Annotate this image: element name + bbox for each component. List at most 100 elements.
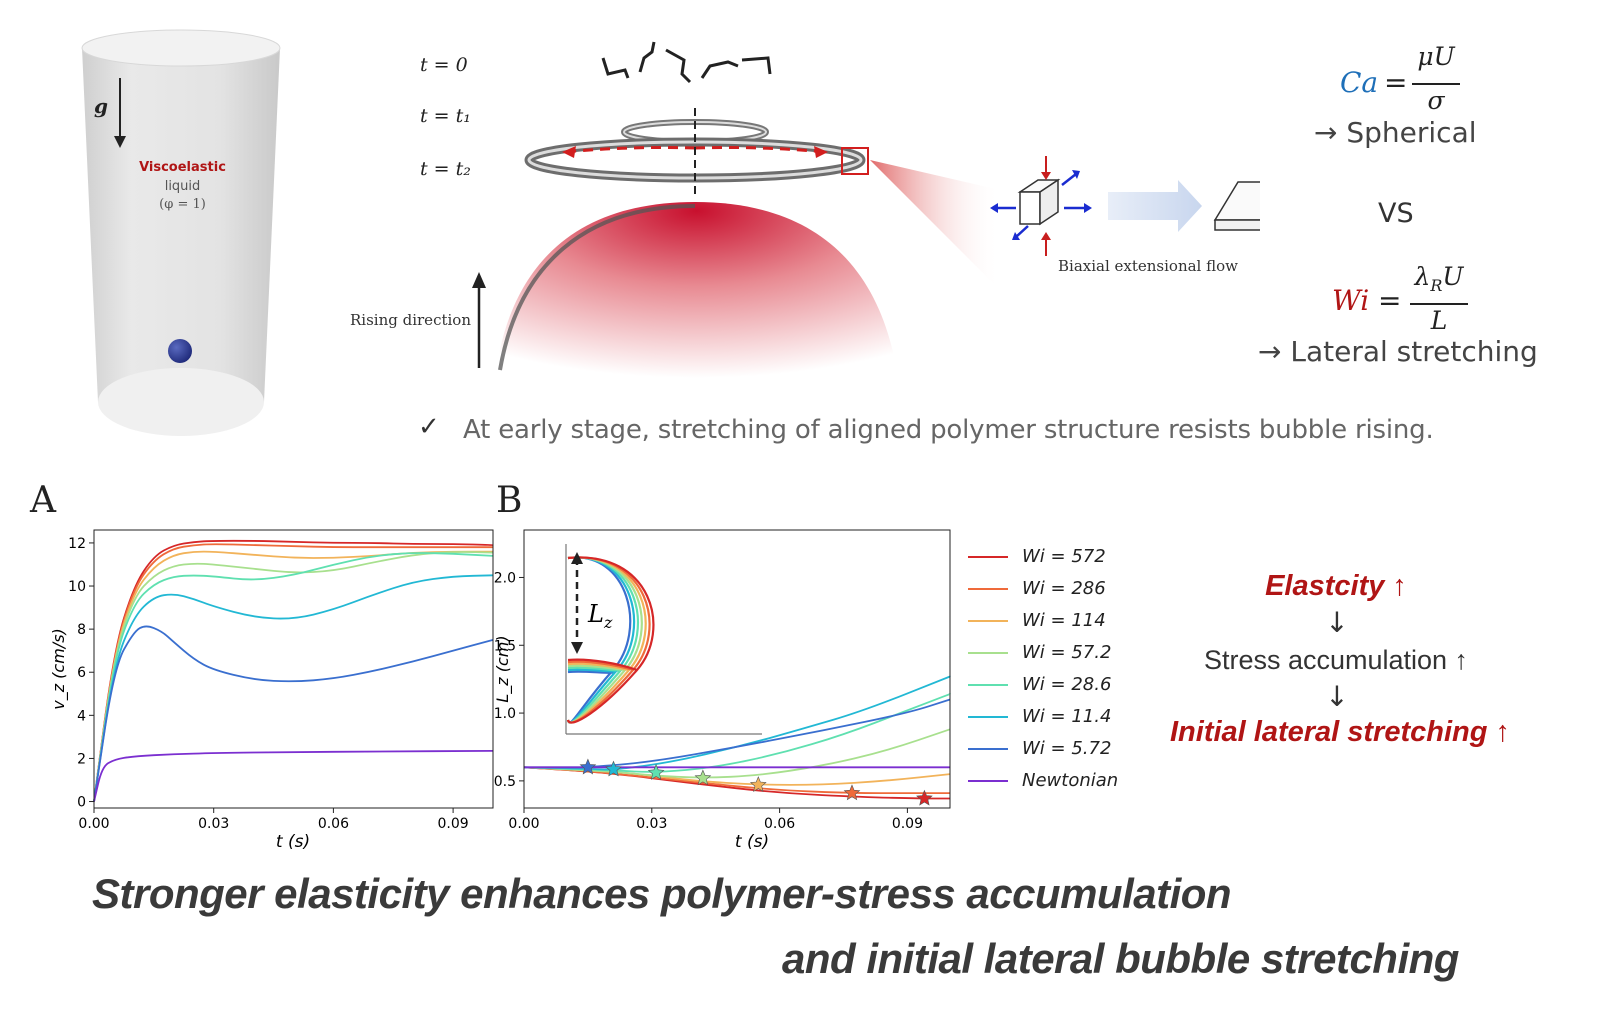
legend-item: Wi = 286 <box>966 576 1146 604</box>
inset-lz-sub: z <box>603 613 613 632</box>
chart-a-ylabel: v_z (cm/s) <box>49 628 69 710</box>
cylinder-illustration <box>81 29 281 436</box>
legend-item: Wi = 5.72 <box>966 736 1146 764</box>
legend-swatch <box>968 780 1008 782</box>
x-tick-label: 0.00 <box>78 816 109 832</box>
series-line-Wi5.72 <box>93 625 494 802</box>
y-tick-label: 1.5 <box>494 638 516 654</box>
inset-lz-label: Lz <box>587 600 613 632</box>
x-tick-label: 0.06 <box>764 816 795 832</box>
y-tick-label: 2.0 <box>494 570 516 586</box>
bubble-sphere <box>168 339 192 363</box>
legend-item: Wi = 28.6 <box>966 672 1146 700</box>
gravity-label: g <box>94 94 108 118</box>
panel-label-b: B <box>496 480 523 521</box>
rising-direction-label: Rising direction <box>350 311 471 329</box>
star-marker-Wi28.6 <box>647 763 665 780</box>
summary-lateral: Initial lateral stretching ↑ <box>1169 716 1511 748</box>
legend-label: Wi = 114 <box>1022 610 1106 631</box>
wi-result: → Lateral stretching <box>1258 335 1538 368</box>
inset-contour-Wi572 <box>566 556 655 724</box>
summary-elasticity: Elastcity ↑ <box>1265 570 1407 602</box>
star-marker-Wi57.2 <box>694 769 712 786</box>
wi-num-tail: U <box>1442 262 1464 291</box>
inset-lip-Wi114 <box>567 662 630 672</box>
legend-swatch <box>968 620 1008 622</box>
chart-b-ylabel: L_z (cm) <box>493 635 513 702</box>
legend-label: Wi = 11.4 <box>1022 706 1112 727</box>
legend-item: Wi = 572 <box>966 544 1146 572</box>
polymer-chains-icon <box>601 41 772 84</box>
x-tick-label: 0.03 <box>636 816 667 832</box>
y-tick-label: 1.0 <box>494 706 516 722</box>
y-tick-label: 12 <box>68 536 86 552</box>
fluid-element-cube-icon <box>990 156 1092 256</box>
wi-denominator: L <box>1430 306 1448 335</box>
series-line-Wi572 <box>93 539 494 802</box>
inset-bubble-contours <box>565 544 762 735</box>
inset-contour-Wi57.2 <box>566 556 643 724</box>
legend-swatch <box>968 716 1008 718</box>
inset-lip-Wi286 <box>567 660 634 672</box>
ca-result: → Spherical <box>1314 116 1477 149</box>
legend-item: Newtonian <box>966 768 1146 796</box>
x-tick-label: 0.03 <box>198 816 229 832</box>
x-tick-label: 0.00 <box>508 816 539 832</box>
legend-item: Wi = 57.2 <box>966 640 1146 668</box>
legend-label: Wi = 28.6 <box>1022 674 1112 695</box>
legend-label: Wi = 572 <box>1022 546 1106 567</box>
star-marker-Wi5.72 <box>579 758 597 775</box>
legend-swatch <box>968 556 1008 558</box>
y-tick-label: 0.5 <box>494 774 516 790</box>
y-tick-label: 4 <box>77 708 86 724</box>
wi-equals: = <box>1378 284 1402 317</box>
star-marker-Wi572 <box>916 789 933 806</box>
wi-fraction-bar <box>1410 303 1468 305</box>
x-tick-label: 0.06 <box>318 816 349 832</box>
y-tick-label: 2 <box>77 751 86 767</box>
chart-a-velocity: 0 2 4 6 8 10 12 0.00 0.03 0.06 0.09 t (s) v_z (cm… <box>49 529 494 852</box>
legend-label: Newtonian <box>1022 770 1119 791</box>
time-label-1: t = t₁ <box>420 105 471 127</box>
legend-label: Wi = 286 <box>1022 578 1106 599</box>
series-line-Wi11.4 <box>93 574 494 802</box>
series-line-Wi28.6 <box>93 552 494 802</box>
wi-num-lambda: λ <box>1414 262 1431 291</box>
y-tick-label: 0 <box>77 795 86 811</box>
liquid-label-1: Viscoelastic <box>139 160 226 175</box>
wi-num-sub: R <box>1430 276 1443 295</box>
flattened-element-icon <box>1213 181 1260 231</box>
ca-symbol: Ca <box>1340 66 1379 99</box>
y-tick-label: 8 <box>77 622 86 638</box>
legend-swatch <box>968 588 1008 590</box>
series-line-Wi114 <box>93 550 493 802</box>
ca-fraction-bar <box>1412 83 1460 85</box>
legend-item: Wi = 11.4 <box>966 704 1146 732</box>
chart-b-length: 0.5 1.0 1.5 2.0 0.00 0.03 0.06 0.09 Lz t (s) L… <box>493 529 951 852</box>
liquid-label-2: liquid <box>164 179 201 194</box>
panel-label-a: A <box>30 480 56 521</box>
summary-arrow-2: ↓ <box>1325 680 1349 713</box>
star-marker-Wi286 <box>843 784 861 801</box>
legend-swatch <box>968 652 1008 654</box>
series-line-Newtonian <box>93 750 494 802</box>
vs-label: VS <box>1378 198 1414 229</box>
series-line-Wi57.2 <box>93 551 494 802</box>
legend-item: Wi = 114 <box>966 608 1146 636</box>
legend-label: Wi = 5.72 <box>1022 738 1112 759</box>
ca-numerator: μU <box>1417 42 1455 71</box>
transform-arrow-icon <box>1108 180 1202 232</box>
ca-equals: = <box>1384 66 1408 99</box>
chart-a-xlabel: t (s) <box>276 832 310 852</box>
inset-lz-main: L <box>587 600 604 628</box>
legend-label: Wi = 57.2 <box>1022 642 1112 663</box>
wi-symbol: Wi <box>1332 284 1370 317</box>
check-icon: ✓ <box>418 412 440 442</box>
ca-denominator: σ <box>1427 86 1445 115</box>
headline-line-2: and initial lateral bubble stretching <box>782 935 1459 982</box>
inset-lip-Wi572 <box>567 658 638 672</box>
y-tick-label: 10 <box>68 579 86 595</box>
time-label-2: t = t₂ <box>420 158 471 180</box>
legend-swatch <box>968 748 1008 750</box>
liquid-label-3: (φ = 1) <box>159 197 206 212</box>
